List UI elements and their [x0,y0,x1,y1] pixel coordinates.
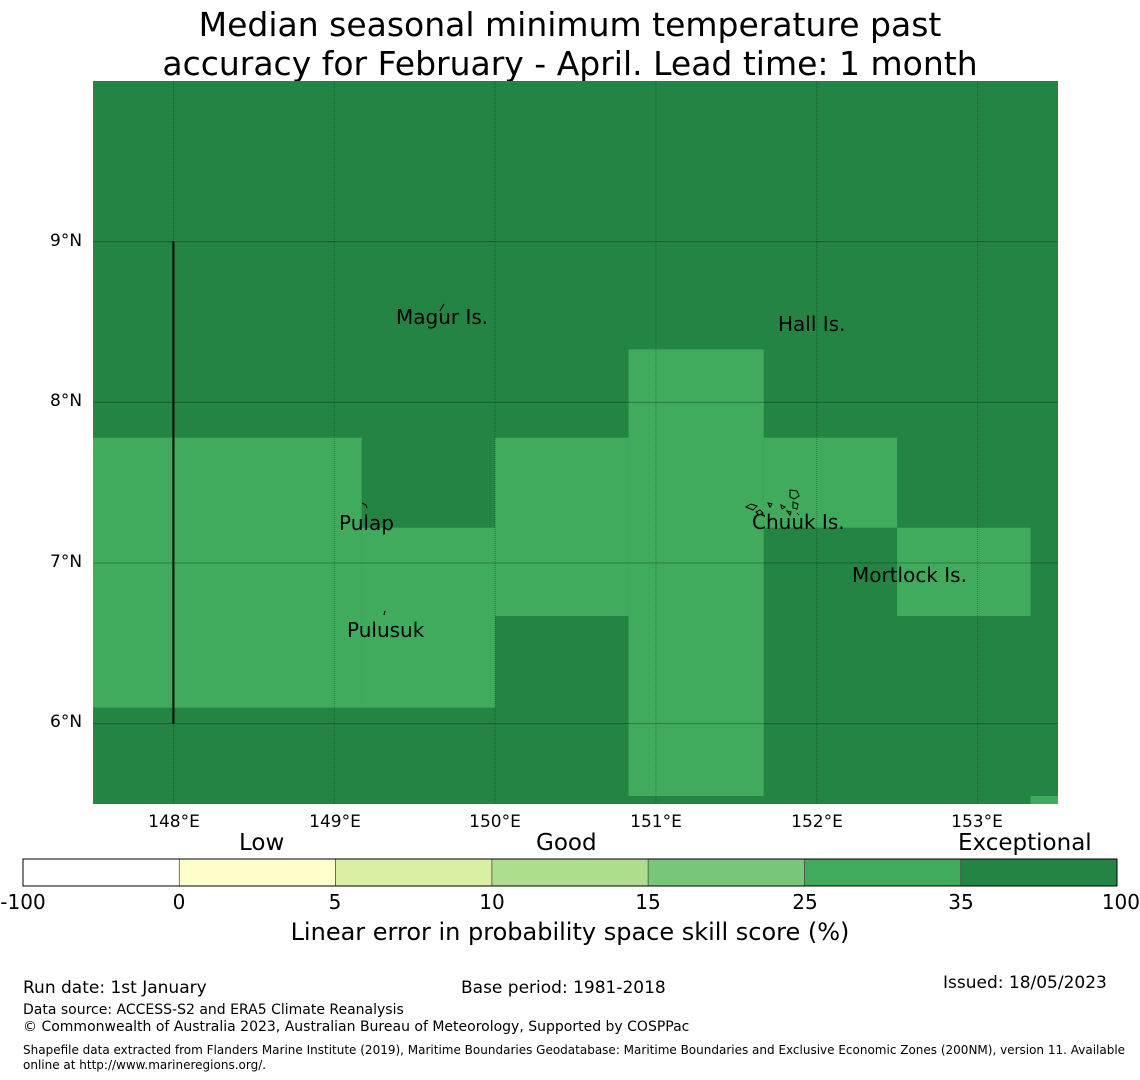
map-title-line-1: Median seasonal minimum temperature past [198,5,942,44]
pulap-island-shape [361,502,368,509]
colorbar-tick: 25 [792,890,818,914]
colorbar-tick: 35 [948,890,974,914]
skill-cell [628,349,764,796]
colorbar-swatch [22,858,180,887]
lon-tick-152e: 152°E [791,812,843,832]
colorbar-swatch [178,858,336,887]
colorbar-tick: 10 [479,890,505,914]
graticule [93,81,1058,804]
place-label-chuuk: Chuuk Is. [752,510,845,534]
lon-tick-148e: 148°E [148,812,200,832]
run-date: Run date: 1st January [23,978,207,998]
lat-tick-7n: 7°N [50,552,83,572]
colorbar-swatch [960,858,1118,887]
legend-category-exceptional: Exceptional [958,830,1092,856]
lon-tick-151e: 151°E [630,812,682,832]
colorbar-tick: 15 [635,890,661,914]
island-outlines [361,303,800,616]
colorbar-outline [22,858,1118,887]
map-title-line-2: accuracy for February - April. Lead time… [162,44,978,83]
legend-category-good: Good [536,830,597,856]
place-label-pulap: Pulap [339,511,394,535]
skill-cell [763,437,898,528]
colorbar-swatch [647,858,805,887]
colorbar [22,858,1118,887]
pulusuk-island-shape [383,610,386,616]
colorbar-tick: -100 [0,890,46,914]
data-source: Data source: ACCESS-S2 and ERA5 Climate … [23,1002,404,1018]
colorbar-tick: 0 [172,890,186,914]
place-label-mortlock: Mortlock Is. [852,563,967,587]
lon-tick-150e: 150°E [469,812,521,832]
chuuk-lagoon-shape [744,489,800,517]
base-period: Base period: 1981-2018 [461,978,666,998]
colorbar-swatch [804,858,962,887]
colorbar-label: Linear error in probability space skill … [290,918,850,946]
skill-cell [897,527,1031,617]
shapefile-credit-line-1: Shapefile data extracted from Flanders M… [23,1043,1126,1057]
lat-tick-6n: 6°N [50,712,83,732]
place-label-hall: Hall Is. [778,312,846,336]
lon-tick-153e: 153°E [951,812,1003,832]
colorbar-swatch [491,858,649,887]
skill-cell [361,527,496,708]
skill-cell [1030,795,1058,804]
legend-category-low: Low [239,830,285,856]
magur-island-shape [439,303,445,312]
skill-cell [495,437,629,617]
skill-cell [93,437,362,708]
colorbar-swatch [335,858,493,887]
lat-tick-8n: 8°N [50,391,83,411]
colorbar-tick: 100 [1101,890,1140,914]
skill-cells [93,349,1058,804]
shapefile-credit-line-2: online at http://www.marineregions.org/. [23,1058,267,1072]
place-label-magur: Magur Is. [396,305,489,329]
lon-tick-149e: 149°E [309,812,361,832]
issued-date: Issued: 18/05/2023 [943,973,1107,993]
place-label-pulusuk: Pulusuk [347,618,425,642]
colorbar-tick: 5 [328,890,342,914]
copyright-notice: © Commonwealth of Australia 2023, Austra… [23,1019,690,1035]
lat-tick-9n: 9°N [50,231,83,251]
